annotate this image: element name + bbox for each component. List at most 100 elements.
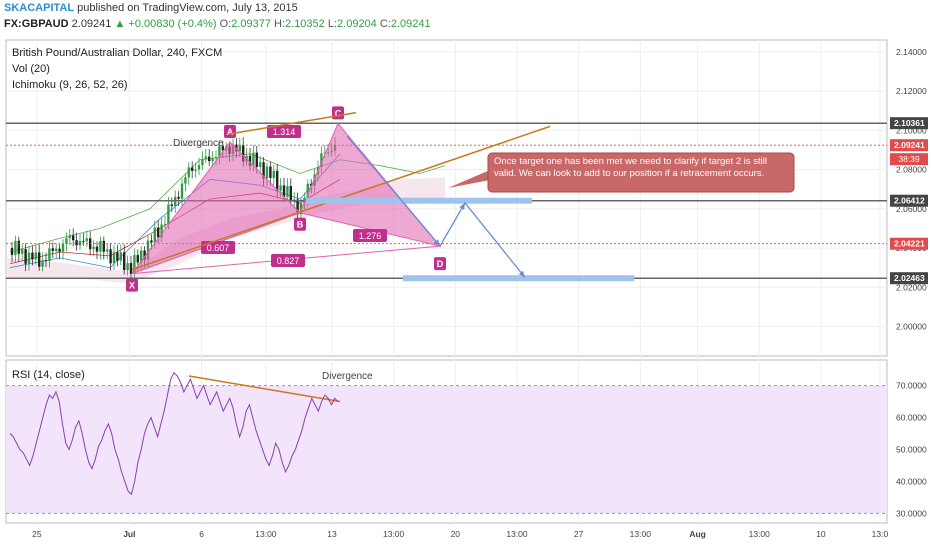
candle-body: [248, 155, 252, 166]
candle-body: [320, 153, 323, 168]
countdown-label: 38:39: [898, 154, 920, 164]
candle-body: [85, 238, 88, 242]
candle-body: [58, 248, 61, 252]
price-level-badge: [890, 237, 928, 250]
open-label: O:: [219, 18, 232, 30]
price-change: +0.00830 (+0.4%): [128, 18, 217, 30]
candle-body: [68, 235, 71, 239]
candle-body: [323, 152, 326, 154]
pattern-point-badge: [434, 257, 446, 271]
price-level-badge: [890, 194, 928, 207]
candle-body: [78, 240, 82, 246]
candles: [10, 136, 337, 281]
candle-body: [65, 238, 68, 244]
price-tick-label: 2.02000: [896, 282, 927, 292]
price-level-label: 2.09241: [894, 140, 925, 150]
ratio-label: 0.827: [277, 256, 300, 266]
candle-body: [143, 250, 146, 260]
candle-body: [75, 240, 78, 246]
ichimoku-legend[interactable]: Ichimoku (9, 26, 52, 26): [12, 79, 128, 91]
pattern-point-label: B: [297, 220, 304, 230]
candle-body: [112, 252, 116, 264]
price-level-badge: [890, 272, 928, 285]
pattern-point-label: A: [227, 127, 234, 137]
ratio-badge: [353, 229, 387, 242]
candle-body: [262, 162, 265, 179]
up-arrow-icon: ▲: [114, 18, 126, 30]
instrument-legend[interactable]: British Pound/Australian Dollar, 240, FX…: [12, 47, 223, 59]
price-level-label: 2.02463: [894, 273, 925, 283]
candle-body: [55, 248, 58, 251]
rsi-tick-label: 40.0000: [896, 476, 927, 486]
pattern-point-badge: [224, 125, 236, 139]
candle-body: [221, 146, 224, 151]
candle-body: [123, 252, 126, 271]
rsi-band: [6, 385, 887, 514]
note-callout: [487, 152, 795, 193]
rsi-divergence-line: [188, 375, 341, 403]
candle-body: [276, 170, 279, 191]
time-tick-label: 25: [32, 529, 42, 539]
ratio-label: 0.607: [207, 243, 230, 253]
candle-body: [27, 252, 31, 264]
candle-body: [109, 249, 112, 264]
rsi-line: [9, 371, 339, 496]
time-tick-label: 13:00: [383, 529, 405, 539]
rsi-legend[interactable]: RSI (14, close): [12, 369, 85, 381]
time-tick-label: 13:00: [749, 529, 771, 539]
candle-body: [252, 152, 255, 166]
candle-body: [61, 243, 65, 252]
pattern-point-label: X: [129, 281, 135, 291]
candle-body: [177, 196, 180, 199]
published-text: published on TradingView.com, July 13, 2…: [77, 2, 298, 14]
low-value: 2.09204: [337, 18, 377, 30]
candle-body: [194, 169, 197, 172]
pattern-point-label: D: [437, 259, 444, 269]
candle-body: [204, 156, 207, 160]
candle-body: [129, 263, 133, 274]
candle-body: [41, 260, 44, 267]
time-tick-label: 13: [327, 529, 337, 539]
time-tick-label: 27: [574, 529, 584, 539]
candle-body: [167, 204, 170, 224]
candle-body: [174, 196, 177, 207]
candle-body: [116, 252, 119, 261]
publisher-link[interactable]: SKACAPITAL: [4, 2, 75, 14]
candle-body: [255, 152, 258, 167]
candle-body: [191, 167, 194, 172]
candle-body: [153, 227, 156, 243]
publish-line: SKACAPITAL published on TradingView.com,…: [4, 2, 298, 14]
candle-body: [133, 255, 136, 274]
candle-body: [160, 224, 163, 238]
candle-body: [180, 183, 184, 199]
rsi-tick-label: 60.0000: [896, 413, 927, 423]
symbol-label[interactable]: FX:GBPAUD: [4, 18, 69, 30]
note-pointer: [448, 170, 490, 188]
candle-body: [187, 167, 190, 178]
candle-body: [306, 183, 309, 199]
ratio-label: 1.276: [359, 231, 382, 241]
arrow-head-icon: [433, 239, 440, 247]
candle-body: [102, 240, 105, 252]
vol-legend[interactable]: Vol (20): [12, 63, 50, 75]
candle-body: [82, 240, 85, 242]
candle-body: [24, 249, 27, 264]
candle-body: [282, 185, 286, 197]
price-pane-frame: [5, 39, 888, 357]
ratio-badge: [271, 254, 305, 267]
time-tick-label: Jul: [123, 529, 135, 539]
candle-body: [92, 246, 95, 250]
price-tick-label: 2.10000: [896, 125, 927, 135]
pattern-point-badge: [294, 217, 306, 231]
candle-body: [310, 183, 313, 186]
candle-body: [10, 248, 14, 255]
candle-body: [157, 227, 160, 238]
note-text: Once target one has been met we need to …: [494, 156, 768, 179]
last-price: 2.09241: [71, 18, 112, 30]
pattern-point-badge: [126, 278, 138, 292]
high-value: 2.10352: [285, 18, 325, 30]
candle-body: [38, 252, 41, 267]
price-level-label: 2.04221: [894, 239, 925, 249]
price-level-badge: [890, 117, 928, 130]
